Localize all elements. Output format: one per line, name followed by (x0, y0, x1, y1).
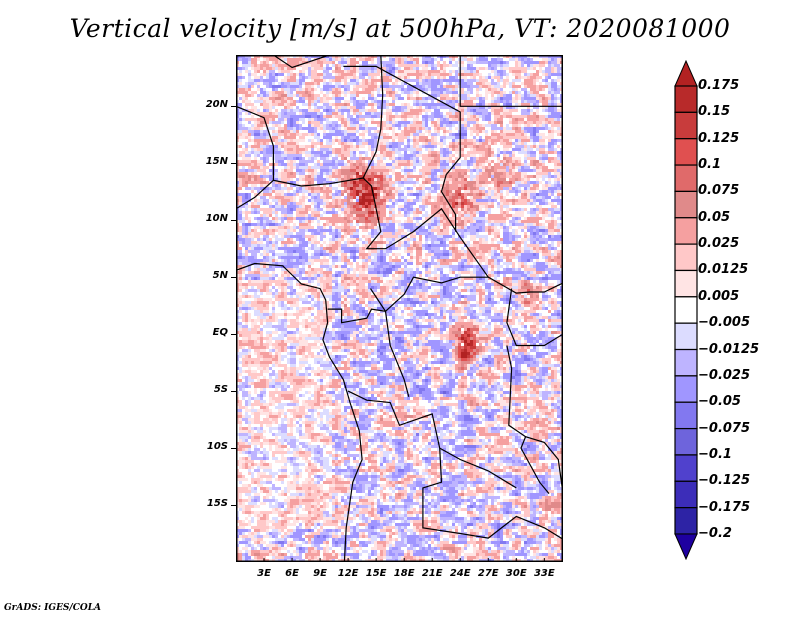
colorbar-tick-label: 0.125 (698, 130, 740, 146)
map-panel (236, 55, 563, 562)
colorbar-bin (674, 269, 698, 298)
chart-title: Vertical velocity [m/s] at 500hPa, VT: 2… (69, 14, 731, 43)
colorbar-bin (674, 190, 698, 219)
colorbar-extend-min (674, 533, 698, 560)
lat-tick-label: 10S (206, 441, 228, 453)
colorbar-bin (674, 427, 698, 456)
colorbar-bin (674, 111, 698, 140)
colorbar-tick-label: −0.05 (698, 394, 741, 410)
boundary-line (273, 55, 330, 69)
colorbar-tick-label: −0.2 (698, 526, 732, 541)
colorbar-bin (674, 164, 698, 193)
lon-tick-label: 33E (533, 568, 555, 579)
colorbar-bin (674, 243, 698, 272)
colorbar-tick-label: 0.025 (698, 236, 740, 252)
colorbar-bin (674, 217, 698, 245)
boundary-line (327, 308, 410, 397)
colorbar-tick-label: −0.025 (698, 367, 751, 383)
lon-tick-label: 21E (421, 568, 443, 579)
lat-tick-label: 5N (212, 270, 228, 282)
lat-tick-label: 15N (205, 156, 228, 168)
lon-tick-label: 24E (449, 568, 471, 579)
colorbar-tick-label: −0.1 (698, 446, 732, 462)
lon-tick-label: 9E (313, 568, 327, 579)
colorbar-tick-label: 0.0125 (698, 262, 749, 278)
colorbar-tick-label: −0.075 (698, 420, 751, 436)
colorbar-tick-label: −0.0125 (698, 341, 760, 357)
colorbar-bin (674, 322, 698, 351)
lon-tick-label: 27E (477, 568, 499, 579)
map-frame (236, 55, 563, 562)
colorbar-bin (674, 375, 698, 403)
colorbar-bin (674, 401, 698, 430)
lat-tick (231, 334, 236, 336)
lon-tick-label: 12E (337, 568, 359, 579)
lat-tick (231, 505, 236, 507)
lon-tick-label: 3E (257, 568, 271, 579)
colorbar-tick-label: 0.005 (698, 288, 740, 304)
lat-tick (231, 277, 236, 279)
colorbar-tick-label: −0.175 (698, 499, 751, 515)
lat-tick-label: 20N (205, 99, 228, 111)
lon-tick-label: 30E (505, 568, 527, 579)
colorbar-tick-label: −0.125 (698, 473, 751, 489)
boundary-line (347, 390, 517, 489)
colorbar (674, 60, 698, 560)
credit-label: GrADS: IGES/COLA (4, 603, 102, 613)
colorbar-tick-label: 0.05 (698, 209, 731, 225)
lat-tick-label: 15S (206, 498, 228, 510)
colorbar-tick-label: 0.1 (698, 157, 722, 173)
colorbar-bin (674, 85, 698, 113)
colorbar-bin (674, 507, 698, 535)
colorbar-tick-label: 0.15 (698, 104, 731, 120)
colorbar-bin (674, 480, 698, 509)
boundary-line (343, 65, 461, 232)
colorbar-bin (674, 348, 698, 377)
colorbar-bin (674, 138, 698, 166)
lat-tick (231, 391, 236, 393)
boundary-line (506, 288, 563, 347)
colorbar-tick-label: −0.005 (698, 315, 751, 331)
boundary-line (520, 436, 550, 494)
colorbar-tick-label: 0.075 (698, 183, 740, 199)
lat-tick (231, 106, 236, 108)
colorbar-bin (674, 296, 698, 324)
colorbar-extend-max (674, 60, 698, 87)
boundary-line (236, 262, 363, 562)
lon-tick-label: 6E (285, 568, 299, 579)
lon-tick-label: 15E (365, 568, 387, 579)
boundary-line (236, 105, 275, 181)
lat-tick (231, 448, 236, 450)
boundary-line (422, 448, 563, 540)
lat-tick-label: EQ (212, 327, 228, 339)
field-cells (236, 55, 563, 562)
boundary-line (236, 177, 563, 294)
lat-tick (231, 163, 236, 165)
map-field (236, 55, 563, 562)
lon-tick-label: 18E (393, 568, 415, 579)
boundary-line (362, 55, 384, 179)
colorbar-bin (674, 454, 698, 482)
lat-tick (231, 220, 236, 222)
lat-tick-label: 10N (205, 213, 228, 225)
colorbar-tick-label: 0.175 (698, 78, 740, 93)
boundary-line (459, 55, 563, 107)
lat-tick-label: 5S (213, 384, 228, 396)
